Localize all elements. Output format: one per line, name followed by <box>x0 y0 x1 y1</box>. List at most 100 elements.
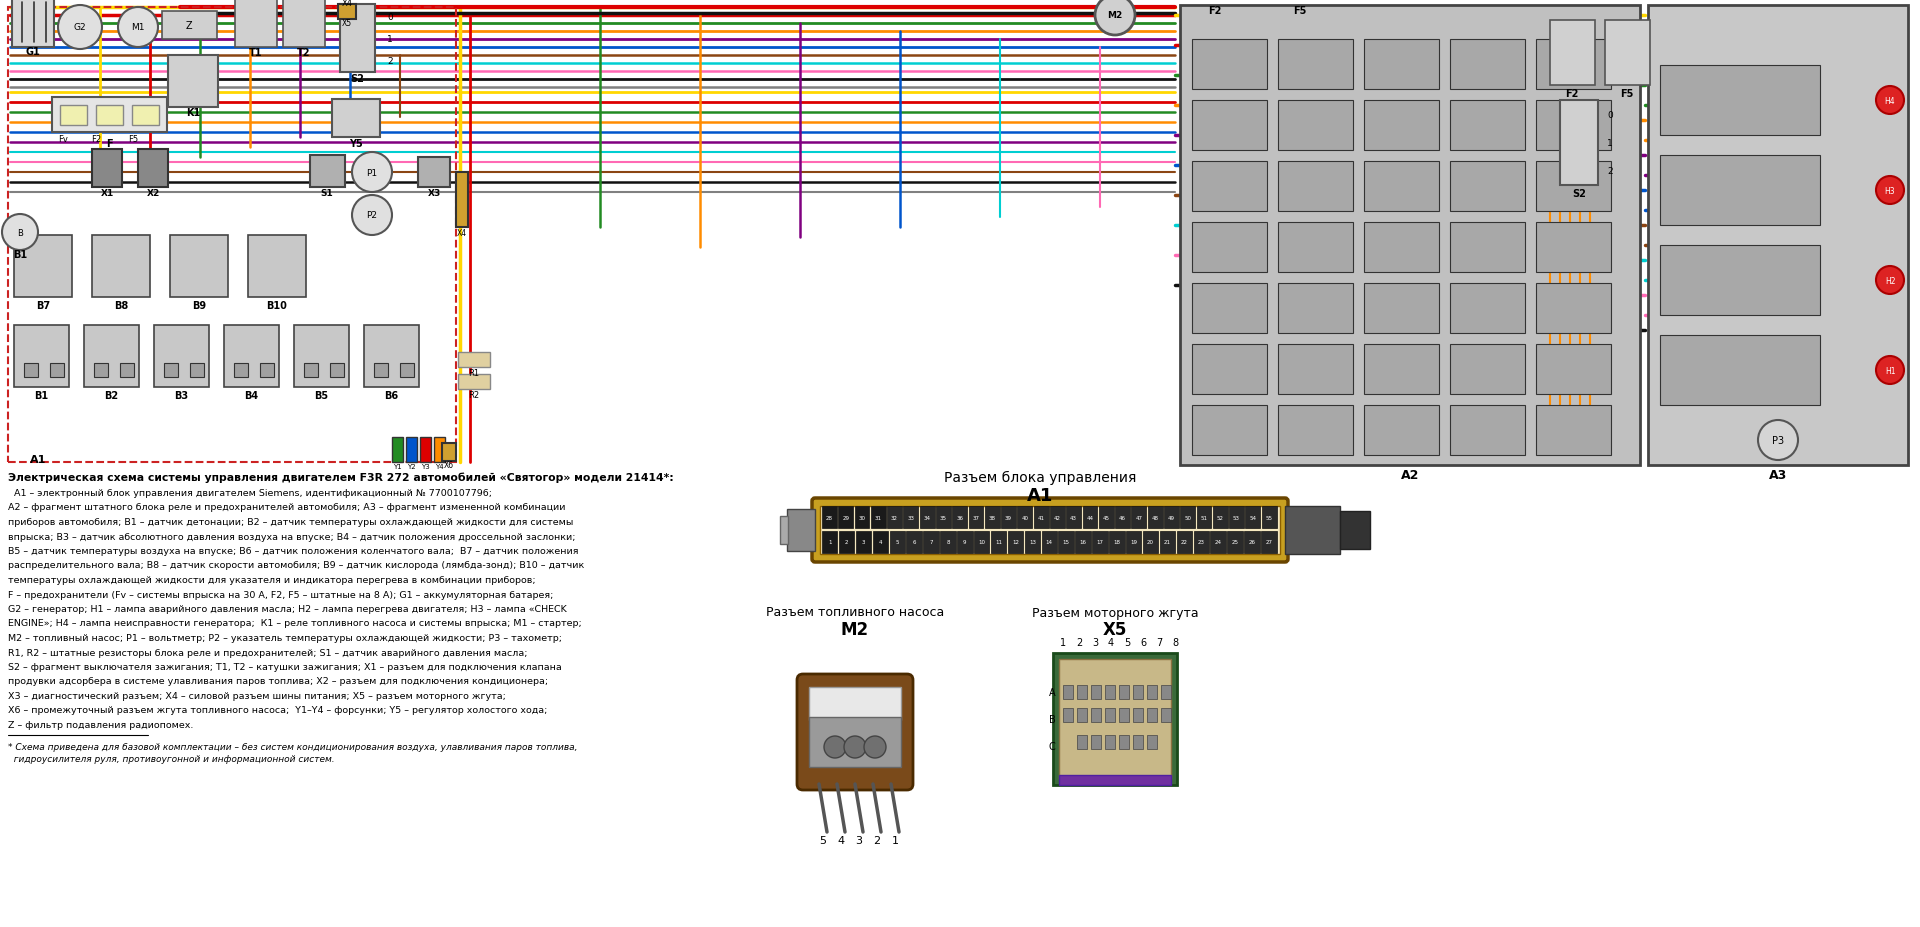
Bar <box>1192 406 1267 455</box>
Bar <box>956 531 973 553</box>
Bar <box>1279 222 1354 273</box>
Text: * Схема приведена для базовой комплектации – без систем кондиционирования воздух: * Схема приведена для базовой комплектац… <box>8 743 578 752</box>
Bar <box>1192 40 1267 90</box>
Bar <box>1559 101 1597 185</box>
Text: М2: М2 <box>841 620 870 639</box>
Text: 33: 33 <box>908 514 914 520</box>
Bar <box>1210 531 1225 553</box>
Text: M2: M2 <box>1108 11 1123 20</box>
Bar <box>1000 506 1016 528</box>
Text: 26: 26 <box>1248 540 1256 545</box>
Text: R1: R1 <box>468 369 480 378</box>
Text: 1: 1 <box>891 835 899 845</box>
Bar <box>1181 6 1640 465</box>
Text: S2 – фрагмент выключателя зажигания; Т1, Т2 – катушки зажигания; Х1 – разъем для: S2 – фрагмент выключателя зажигания; Т1,… <box>8 662 563 671</box>
Bar <box>1018 506 1033 528</box>
Bar <box>1536 222 1611 273</box>
Text: B10: B10 <box>267 300 288 311</box>
Bar <box>190 363 204 377</box>
Text: 2: 2 <box>845 540 849 545</box>
Bar <box>1244 531 1260 553</box>
Bar <box>1661 66 1820 136</box>
Bar <box>138 150 169 188</box>
Bar <box>1075 531 1091 553</box>
Text: H4: H4 <box>1885 96 1895 106</box>
Bar <box>1060 659 1171 780</box>
Text: температуры охлаждающей жидкости для указателя и индикатора перегрева в комбинац: температуры охлаждающей жидкости для ука… <box>8 576 536 584</box>
Text: 20: 20 <box>1146 540 1154 545</box>
Bar <box>1064 685 1073 699</box>
Bar <box>1279 284 1354 334</box>
Text: 15: 15 <box>1062 540 1069 545</box>
Text: T1: T1 <box>250 48 263 57</box>
Bar <box>1661 156 1820 226</box>
Text: 51: 51 <box>1200 514 1208 520</box>
Bar <box>457 172 468 228</box>
Text: 13: 13 <box>1029 540 1037 545</box>
Text: X3: X3 <box>428 189 440 198</box>
Text: 7: 7 <box>929 540 933 545</box>
Bar <box>169 56 219 108</box>
Bar <box>1284 506 1340 554</box>
Text: А2 – фрагмент штатного блока реле и предохранителей автомобиля; А3 – фрагмент из: А2 – фрагмент штатного блока реле и пред… <box>8 503 566 512</box>
Bar <box>1033 506 1048 528</box>
Text: 48: 48 <box>1152 514 1158 520</box>
Circle shape <box>845 736 866 758</box>
Text: 8: 8 <box>947 540 950 545</box>
Text: 29: 29 <box>843 514 849 520</box>
Bar <box>1133 708 1142 722</box>
Circle shape <box>58 6 102 50</box>
Bar <box>856 531 872 553</box>
Text: G2: G2 <box>73 23 86 32</box>
Bar <box>1181 506 1194 528</box>
Bar <box>1229 506 1244 528</box>
Bar <box>1213 506 1227 528</box>
Bar <box>937 506 950 528</box>
Text: 37: 37 <box>972 514 979 520</box>
Bar <box>94 363 108 377</box>
Bar <box>1450 101 1524 151</box>
Text: 43: 43 <box>1069 514 1077 520</box>
Bar <box>248 235 305 298</box>
Bar <box>1098 506 1114 528</box>
Text: 9: 9 <box>964 540 966 545</box>
Text: 18: 18 <box>1114 540 1119 545</box>
Circle shape <box>1876 357 1905 385</box>
Text: 42: 42 <box>1054 514 1062 520</box>
Bar <box>1083 506 1098 528</box>
Bar <box>459 375 490 389</box>
Text: 47: 47 <box>1135 514 1142 520</box>
FancyBboxPatch shape <box>797 674 914 790</box>
Text: 2: 2 <box>1607 167 1613 176</box>
Bar <box>23 363 38 377</box>
Text: R1, R2 – штатные резисторы блока реле и предохранителей; S1 – датчик аварийного : R1, R2 – штатные резисторы блока реле и … <box>8 648 528 657</box>
Bar <box>1363 345 1438 395</box>
Text: Z – фильтр подавления радиопомех.: Z – фильтр подавления радиопомех. <box>8 720 194 730</box>
Text: 41: 41 <box>1037 514 1044 520</box>
Text: гидроусилителя руля, противоугонной и информационной систем.: гидроусилителя руля, противоугонной и ин… <box>8 755 334 764</box>
Text: 27: 27 <box>1265 540 1273 545</box>
Bar <box>1110 531 1125 553</box>
Text: F5: F5 <box>1294 6 1308 16</box>
Text: A1: A1 <box>31 454 46 464</box>
Bar <box>50 363 63 377</box>
Bar <box>13 235 73 298</box>
Bar <box>1450 406 1524 455</box>
Text: 55: 55 <box>1265 514 1273 520</box>
Text: 28: 28 <box>826 514 833 520</box>
Bar <box>808 687 900 720</box>
Text: Х6 – промежуточный разъем жгута топливного насоса;  Y1–Y4 – форсунки; Y5 – регул: Х6 – промежуточный разъем жгута топливно… <box>8 705 547 715</box>
Bar <box>1052 654 1177 785</box>
Text: 1: 1 <box>388 35 394 44</box>
Bar <box>1536 101 1611 151</box>
Text: 3: 3 <box>862 540 866 545</box>
Bar <box>1066 506 1081 528</box>
Text: S2: S2 <box>349 74 365 84</box>
Bar <box>434 438 445 463</box>
Bar <box>1363 101 1438 151</box>
Text: 16: 16 <box>1079 540 1087 545</box>
Circle shape <box>1759 421 1797 461</box>
Bar <box>1549 21 1596 86</box>
Text: Y5: Y5 <box>349 139 363 149</box>
Text: 1: 1 <box>1060 638 1066 647</box>
